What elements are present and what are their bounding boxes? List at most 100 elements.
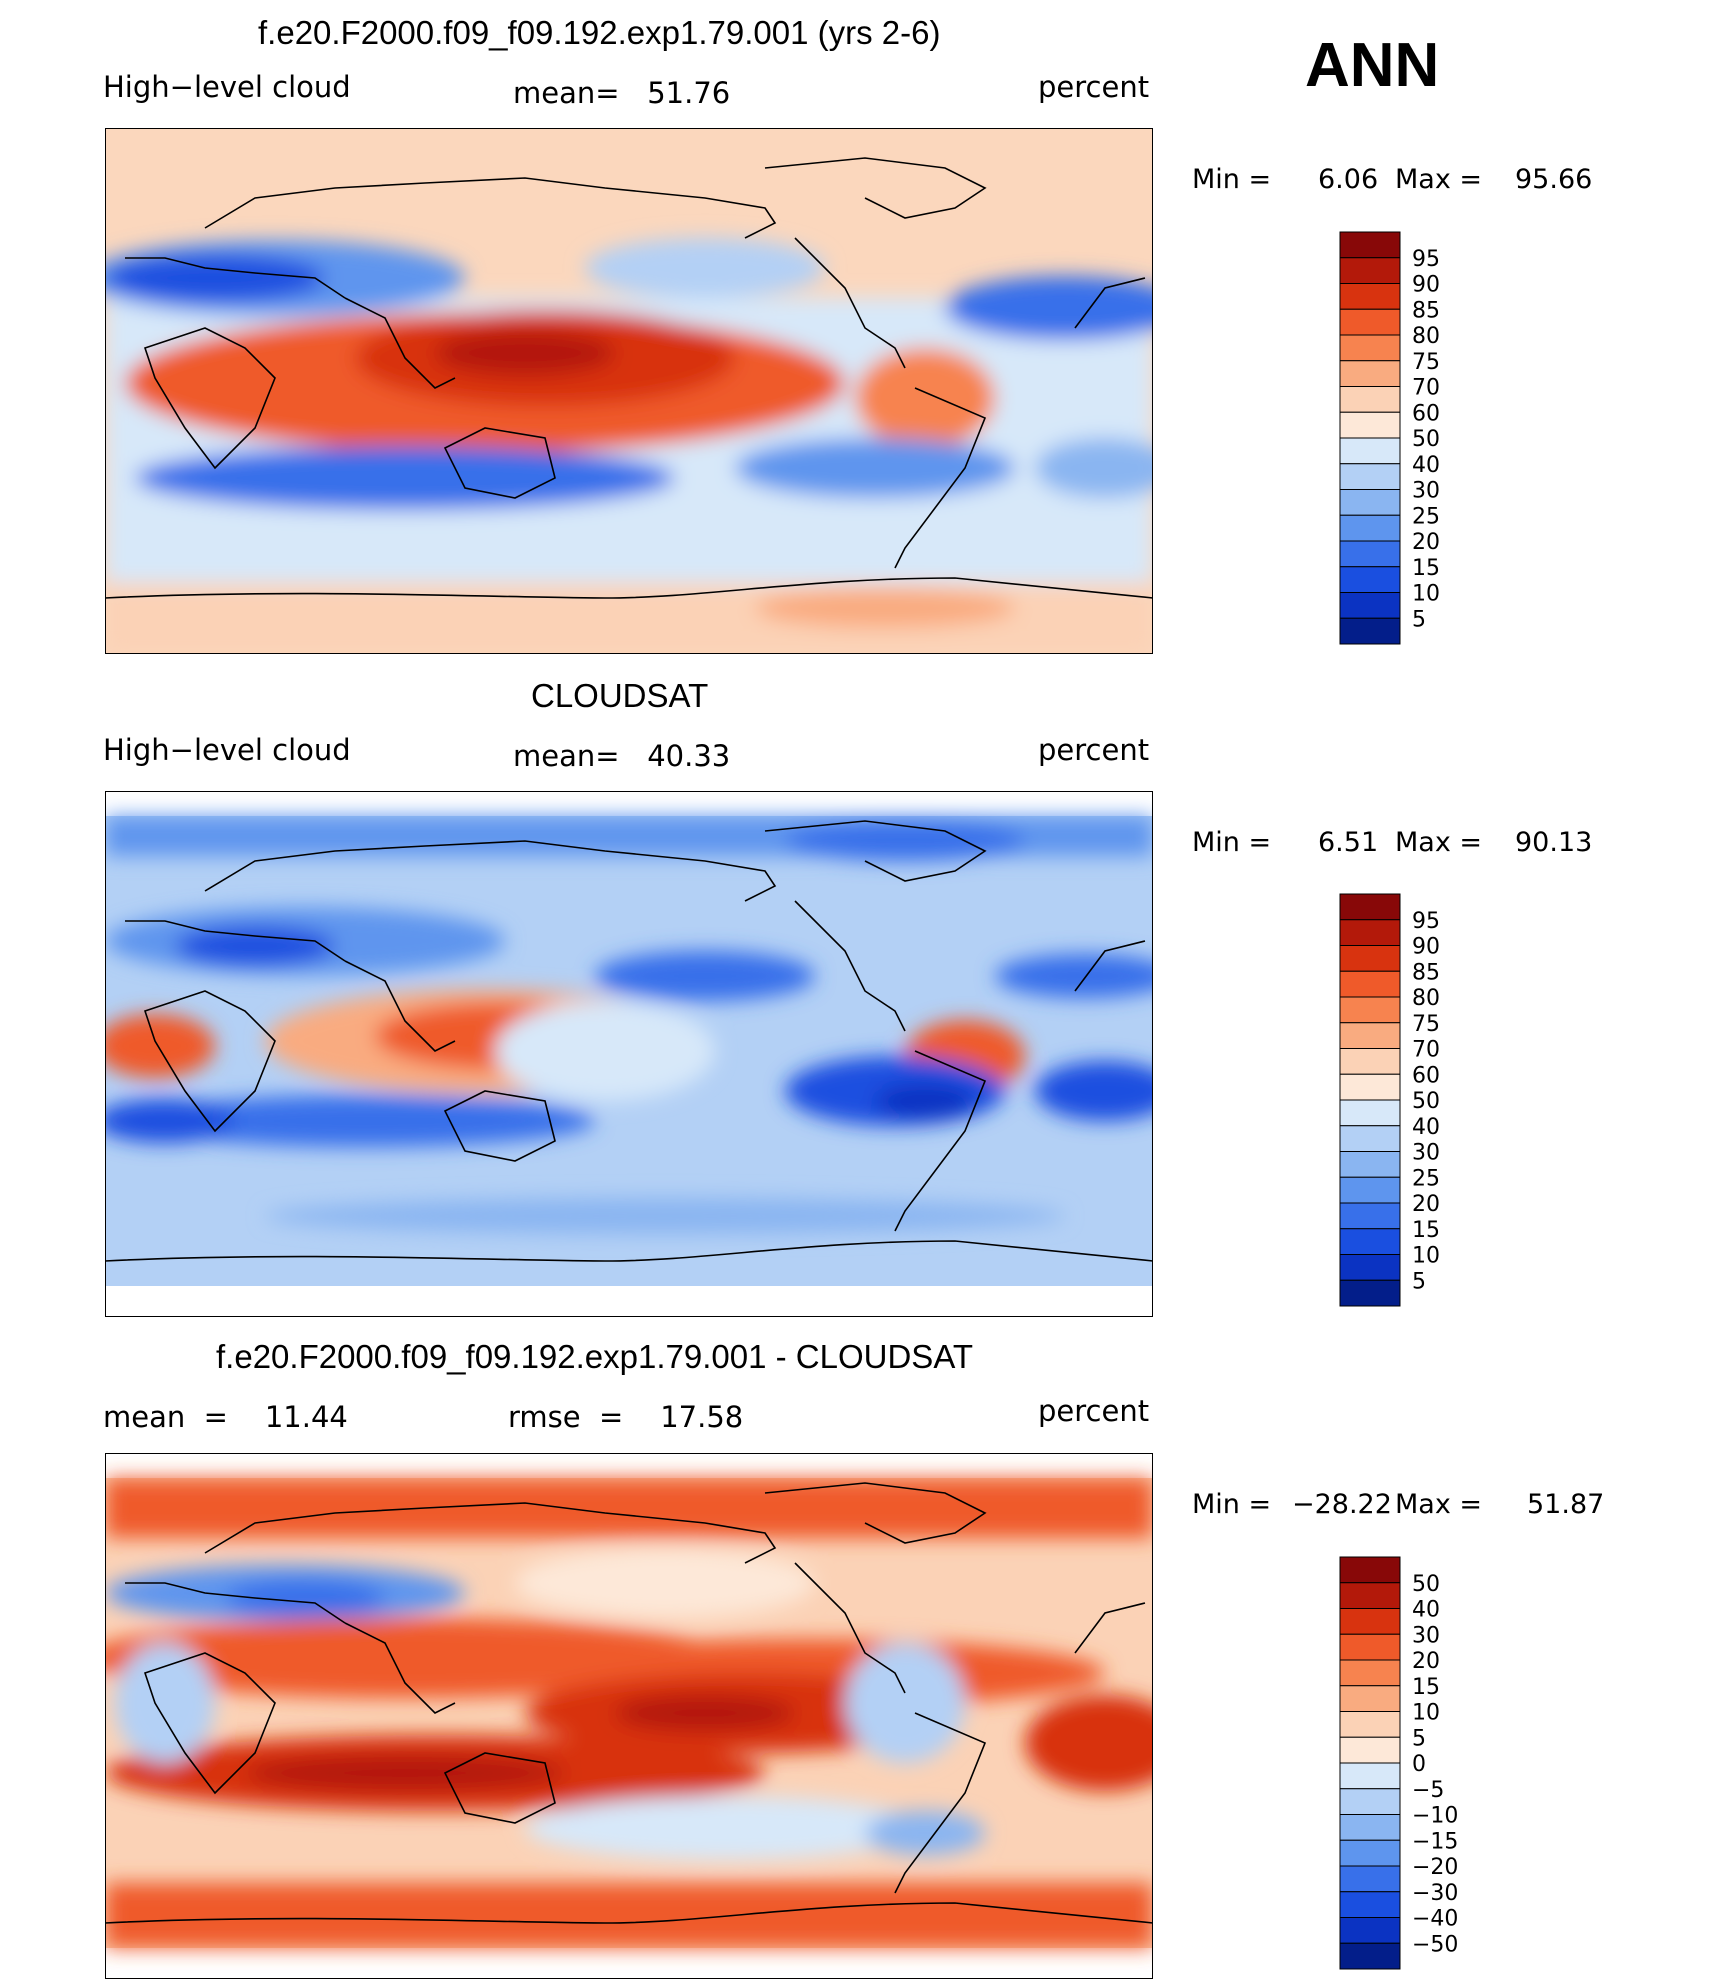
colorbar-segment — [1339, 1048, 1401, 1075]
panel3-min-label: Min = — [1192, 1489, 1272, 1520]
panel1-title: f.e20.F2000.f09_f09.192.exp1.79.001 (yrs… — [258, 14, 941, 51]
colorbar-tick-label: 15 — [1412, 1675, 1440, 1700]
colorbar-segment — [1339, 1582, 1401, 1609]
colorbar-tick-label: 15 — [1412, 556, 1440, 581]
colorbar-tick-label: 70 — [1412, 1038, 1440, 1063]
colorbar-tick-label: 20 — [1412, 1649, 1440, 1674]
panel1-min-value: 6.06 — [1318, 164, 1379, 195]
colorbar-segment — [1339, 540, 1401, 568]
colorbar-segment — [1339, 463, 1401, 490]
panel3-mean-label: mean = 11.44 — [103, 1400, 348, 1434]
colorbar-segment — [1339, 617, 1401, 645]
colorbar-tick-label: 85 — [1412, 298, 1440, 323]
colorbar-tick-label: 25 — [1412, 1166, 1440, 1191]
colorbar-segment — [1339, 1202, 1401, 1230]
colorbar-tick-label: −5 — [1412, 1778, 1444, 1803]
panel1-variable-label: High−level cloud — [103, 70, 351, 104]
colorbar-tick-label: 30 — [1412, 1623, 1440, 1648]
colorbar-tick-label: 75 — [1412, 1012, 1440, 1037]
panel2-min-value: 6.51 — [1318, 827, 1379, 858]
colorbar-tick-label: 20 — [1412, 1192, 1440, 1217]
colorbar-segment — [1339, 566, 1401, 593]
colorbar-segment — [1339, 1073, 1401, 1101]
panel1-max-value: 95.66 — [1515, 164, 1593, 195]
colorbar-segment — [1339, 1917, 1401, 1944]
colorbar-segment — [1339, 1685, 1401, 1712]
colorbar-tick-label: 50 — [1412, 1572, 1440, 1597]
colorbar-segment — [1339, 360, 1401, 387]
colorbar-tick-label: 5 — [1412, 1726, 1426, 1751]
colorbar-tick-label: 40 — [1412, 453, 1440, 478]
panel3-title: f.e20.F2000.f09_f09.192.exp1.79.001 - CL… — [216, 1338, 974, 1375]
colorbar-segment — [1339, 386, 1401, 413]
panel2-title: CLOUDSAT — [531, 677, 709, 714]
panel2-min-label: Min = — [1192, 827, 1272, 858]
colorbar-tick-label: 70 — [1412, 376, 1440, 401]
colorbar-tick-label: −20 — [1412, 1855, 1458, 1880]
colorbar-segment — [1339, 1788, 1401, 1815]
panel2-units-label: percent — [1038, 733, 1150, 767]
colorbar-segment — [1339, 334, 1401, 362]
colorbar-tick-label: −30 — [1412, 1881, 1458, 1906]
colorbar-tick-label: 30 — [1412, 479, 1440, 504]
colorbar-tick-label: 10 — [1412, 582, 1440, 607]
colorbar-segment — [1339, 1865, 1401, 1893]
colorbar-segment — [1339, 1736, 1401, 1764]
panel2-max-value: 90.13 — [1515, 827, 1593, 858]
colorbar-tick-label: 40 — [1412, 1598, 1440, 1623]
colorbar-tick-label: 90 — [1412, 935, 1440, 960]
colorbar-segment — [1339, 1254, 1401, 1281]
colorbar-tick-label: 50 — [1412, 427, 1440, 452]
panel2-map — [105, 791, 1153, 1317]
colorbar-segment — [1339, 1762, 1401, 1790]
panel1-units-label: percent — [1038, 70, 1150, 104]
colorbar-segment — [1339, 893, 1401, 921]
colorbar-tick-label: 50 — [1412, 1089, 1440, 1114]
colorbar-tick-label: 80 — [1412, 324, 1440, 349]
colorbar-segment — [1339, 231, 1401, 259]
colorbar-tick-label: 40 — [1412, 1115, 1440, 1140]
panel3-max-label: Max = — [1395, 1489, 1483, 1520]
colorbar-segment — [1339, 1659, 1401, 1687]
panel1-max-label: Max = — [1395, 164, 1483, 195]
season-label: ANN — [1305, 31, 1440, 100]
colorbar-segment — [1339, 1099, 1401, 1127]
colorbar-segment — [1339, 1839, 1401, 1867]
panel3-rmse-label: rmse = 17.58 — [508, 1400, 744, 1434]
panel2-max-label: Max = — [1395, 827, 1483, 858]
colorbar-tick-label: −40 — [1412, 1907, 1458, 1932]
colorbar-segment — [1339, 1022, 1401, 1049]
panel1-min-label: Min = — [1192, 164, 1272, 195]
colorbar-segment — [1339, 283, 1401, 310]
colorbar-segment — [1339, 1633, 1401, 1661]
colorbar-segment — [1339, 919, 1401, 946]
colorbar-segment — [1339, 1814, 1401, 1841]
colorbar-tick-label: 90 — [1412, 273, 1440, 298]
colorbar-segment — [1339, 411, 1401, 439]
colorbar-segment — [1339, 945, 1401, 972]
colorbar-tick-label: 60 — [1412, 1063, 1440, 1088]
colorbar-segment — [1339, 1176, 1401, 1204]
colorbar-segment — [1339, 437, 1401, 465]
colorbar-segment — [1339, 489, 1401, 516]
colorbar-tick-label: 95 — [1412, 909, 1440, 934]
colorbar-tick-label: 15 — [1412, 1218, 1440, 1243]
colorbar-segment — [1339, 1942, 1401, 1970]
colorbar-segment — [1339, 257, 1401, 284]
panel3-units-label: percent — [1038, 1394, 1150, 1428]
colorbar-tick-label: 75 — [1412, 350, 1440, 375]
colorbar-tick-label: −15 — [1412, 1829, 1458, 1854]
colorbar-tick-label: 80 — [1412, 986, 1440, 1011]
panel1-map — [105, 128, 1153, 654]
colorbar-tick-label: 60 — [1412, 401, 1440, 426]
colorbar-segment — [1339, 1125, 1401, 1152]
colorbar-segment — [1339, 592, 1401, 619]
colorbar-tick-label: −50 — [1412, 1932, 1458, 1957]
panel1-mean-label: mean= 51.76 — [513, 76, 731, 110]
colorbar-segment — [1339, 1279, 1401, 1307]
colorbar-segment — [1339, 1608, 1401, 1635]
colorbar-tick-label: 0 — [1412, 1752, 1426, 1777]
colorbar-tick-label: 5 — [1412, 607, 1426, 632]
